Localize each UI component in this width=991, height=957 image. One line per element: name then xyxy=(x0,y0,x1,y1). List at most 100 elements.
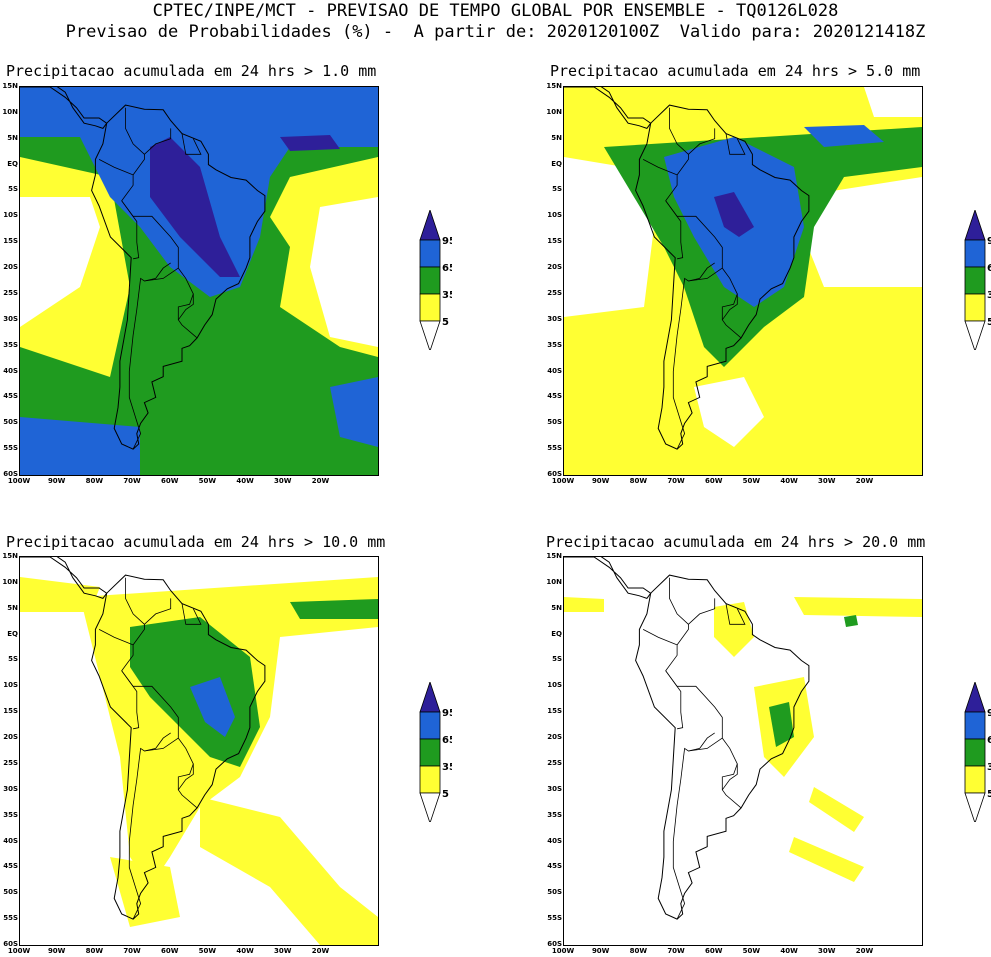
panel-1-lon-tick: 70W xyxy=(123,477,141,485)
panel-2-lon-tick: 50W xyxy=(742,477,761,485)
colorbar-1-segment xyxy=(419,266,441,295)
colorbar-2-label: 5 xyxy=(987,317,991,328)
panel-3-country-border xyxy=(125,577,145,625)
panel-4-coastline xyxy=(635,574,810,920)
panel-2-map-svg xyxy=(564,87,922,475)
panel-2-lat-tick: 55S xyxy=(547,444,562,453)
panel-2-lat-tick: 20S xyxy=(547,263,562,272)
panel-2-lat-tick: EQ xyxy=(551,159,562,168)
colorbar-1-label: 35 xyxy=(442,290,452,301)
panel-4-lon-tick: 100W xyxy=(551,947,575,955)
colorbar-4-segment xyxy=(964,765,986,794)
panel-1-lat-tick: 5S xyxy=(8,185,18,194)
panel-3-country-border xyxy=(132,598,172,646)
panel-3-coastline xyxy=(91,574,266,920)
panel-1-lon-tick: 40W xyxy=(236,477,254,485)
panel-4-map xyxy=(563,556,923,946)
colorbar-2-label: 95 xyxy=(987,236,991,247)
panel-4-lon-tick: 40W xyxy=(780,947,798,955)
panel-2-central-america-coastline xyxy=(564,87,652,129)
colorbar-3-segment xyxy=(419,711,441,740)
panel-4-lon-tick: 90W xyxy=(591,947,610,955)
colorbar-2-segment xyxy=(964,239,986,268)
panel-2-country-border xyxy=(665,200,684,260)
panel-1-lat-tick: 50S xyxy=(3,418,18,427)
panel-3-map xyxy=(19,556,379,946)
colorbar-2-label: 65 xyxy=(987,263,991,274)
panel-3-country-border xyxy=(177,763,194,791)
panel-2-country-border xyxy=(642,159,723,450)
panel-1-lon-tick: 90W xyxy=(47,477,66,485)
panel-3-lon-tick: 20W xyxy=(311,947,330,955)
panel-3-lat-tick: 5N xyxy=(7,603,18,612)
panel-3-lon-tick: 50W xyxy=(198,947,217,955)
panel-3-country-border xyxy=(144,732,171,752)
panel-4-country-border xyxy=(669,577,689,625)
panel-4-lat-tick: 5N xyxy=(551,603,562,612)
panel-1-lat-tick: 30S xyxy=(3,314,18,323)
panel-4-lat-tick: EQ xyxy=(551,629,562,638)
panel-4-colorbar: 95 65 35 5 xyxy=(964,682,991,822)
colorbar-3-top-arrow xyxy=(419,682,441,713)
panel-2-lat-tick: 30S xyxy=(547,314,562,323)
panel-1-map xyxy=(19,86,379,476)
panel-1-map-svg xyxy=(20,87,378,475)
panel-2-lat-tick: 5S xyxy=(552,185,562,194)
colorbar-3-bottom-arrow xyxy=(419,792,441,822)
panel-3-probability-region xyxy=(20,577,100,612)
colorbar-4-top-arrow xyxy=(964,682,986,713)
panel-4-lat-tick: 10S xyxy=(547,681,562,690)
panel-3-lat-tick: 40S xyxy=(3,836,18,845)
panel-4-lat-tick: 45S xyxy=(547,862,562,871)
colorbar-2-label: 35 xyxy=(987,290,991,301)
panel-2-lon-tick: 100W xyxy=(551,477,575,485)
panel-2-lon-tick: 20W xyxy=(855,477,874,485)
panel-4-lat-tick: 55S xyxy=(547,914,562,923)
panel-3-probability-region xyxy=(290,599,378,619)
colorbar-3-label: 35 xyxy=(442,762,452,773)
panel-2-lat-tick: 40S xyxy=(547,366,562,375)
panel-2-lat-tick: 25S xyxy=(547,288,562,297)
panel-3-colorbar: 95 65 35 5 xyxy=(419,682,452,822)
panel-2-lat-tick: 15S xyxy=(547,237,562,246)
panel-3-lat-tick: 30S xyxy=(3,784,18,793)
colorbar-3-label: 5 xyxy=(442,789,449,800)
panel-3-title: Precipitacao acumulada em 24 hrs > 10.0 … xyxy=(6,533,386,551)
panel-2-country-border xyxy=(669,107,689,155)
panel-2-colorbar: 95 65 35 5 xyxy=(964,210,991,350)
panel-3-lat-tick: 10S xyxy=(3,681,18,690)
panel-3-lat-tick: 35S xyxy=(3,810,18,819)
panel-4-lat-tick: 60S xyxy=(547,940,562,948)
panel-4-lon-tick: 50W xyxy=(742,947,761,955)
colorbar-3-label: 95 xyxy=(442,708,452,719)
panel-3-map-svg xyxy=(20,557,378,945)
panel-4-country-border xyxy=(725,603,746,625)
panel-2-lat-tick: 35S xyxy=(547,340,562,349)
panel-2-country-border xyxy=(725,133,746,155)
panel-4-lat-tick: 5S xyxy=(552,655,562,664)
panel-1-central-america-coastline xyxy=(20,87,108,129)
panel-4-lon-tick: 20W xyxy=(855,947,874,955)
panel-4-probability-region xyxy=(844,615,858,627)
panel-4-map-svg xyxy=(564,557,922,920)
panel-4-lon-tick: 70W xyxy=(667,947,685,955)
panel-2-coastline xyxy=(635,104,810,450)
panel-2-lon-tick: 80W xyxy=(629,477,648,485)
colorbar-1-top-arrow xyxy=(419,210,441,241)
panel-2-country-border xyxy=(721,293,738,321)
panel-4-country-border xyxy=(721,737,742,809)
panel-4-probability-region xyxy=(789,837,864,882)
panel-2-lat-tick: 15N xyxy=(546,82,562,90)
panel-1-country-border xyxy=(177,293,194,321)
colorbar-3-label: 65 xyxy=(442,735,452,746)
colorbar-2-bottom-arrow xyxy=(964,320,986,350)
panel-4-probability-region xyxy=(714,602,754,657)
panel-2-probability-region xyxy=(694,377,764,447)
panel-4-country-border xyxy=(665,670,684,730)
panel-3-country-border xyxy=(98,629,179,920)
panel-2-lat-tick: 50S xyxy=(547,418,562,427)
panel-1-lat-tick: 10N xyxy=(2,107,18,116)
colorbar-3-segment xyxy=(419,738,441,767)
panel-1-lat-tick: 5N xyxy=(7,133,18,142)
panel-1-lat-tick: 45S xyxy=(3,392,18,401)
